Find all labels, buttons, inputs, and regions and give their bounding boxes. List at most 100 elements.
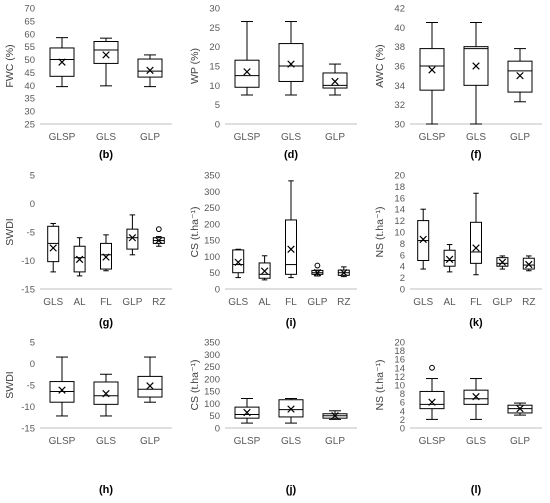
y-tick-label: 0 xyxy=(30,359,35,370)
x-tick-label: GLS xyxy=(43,297,63,308)
box-glsp xyxy=(419,364,445,420)
y-tick-label: 250 xyxy=(204,362,220,373)
y-tick-label: 16 xyxy=(394,193,405,204)
panel-label: (h) xyxy=(99,484,113,496)
mean-marker xyxy=(58,386,66,394)
iqr-box xyxy=(126,228,139,250)
box-gls xyxy=(463,22,489,125)
x-tick-label: GLS xyxy=(466,132,486,143)
y-tick-label: -5 xyxy=(27,381,35,392)
y-tick-label: 5 xyxy=(30,338,35,349)
y-tick-label: 350 xyxy=(204,171,220,182)
panel-label: (k) xyxy=(469,317,483,329)
box-gls xyxy=(463,378,489,420)
box-glp xyxy=(322,63,348,96)
x-tick-label: AL xyxy=(73,297,86,308)
y-tick-label: 200 xyxy=(204,219,220,230)
y-axis-title: FWC (%) xyxy=(4,44,16,87)
y-tick-label: 5 xyxy=(30,171,35,182)
iqr-box xyxy=(278,43,304,82)
y-tick-label: 2 xyxy=(400,415,405,426)
y-tick-label: 300 xyxy=(204,350,220,361)
y-tick-label: 34 xyxy=(394,81,405,92)
x-tick-label: RZ xyxy=(522,297,535,308)
mean-marker xyxy=(260,267,269,275)
x-tick-label: GLSP xyxy=(49,132,76,143)
box-fl xyxy=(470,192,482,276)
y-tick-label: 15 xyxy=(209,62,220,73)
y-tick-label: 0 xyxy=(215,285,220,296)
box-gls xyxy=(93,37,119,87)
y-tick-label: 18 xyxy=(394,182,405,193)
y-tick-label: 18 xyxy=(394,346,405,357)
x-tick-label: GLP xyxy=(140,436,160,447)
panel-label: (d) xyxy=(284,149,298,161)
y-tick-label: 8 xyxy=(400,389,405,400)
x-tick-label: GLSP xyxy=(419,436,446,447)
y-axis-title: SWDI xyxy=(4,371,16,398)
mean-marker xyxy=(331,77,339,86)
box-glsp xyxy=(234,398,260,424)
y-tick-label: 45 xyxy=(24,68,35,79)
y-tick-label: 70 xyxy=(24,4,35,15)
iqr-box xyxy=(285,219,297,275)
mean-marker xyxy=(419,235,427,244)
iqr-box xyxy=(443,249,456,267)
mean-marker xyxy=(58,58,66,66)
x-tick-label: GLP xyxy=(492,297,512,308)
box-rz xyxy=(152,226,165,247)
x-tick-label: GLSP xyxy=(234,132,261,143)
box-rz xyxy=(337,266,350,278)
iqr-box xyxy=(137,58,163,78)
box-al xyxy=(443,244,456,273)
iqr-box xyxy=(470,221,482,264)
y-axis-title: WP (%) xyxy=(189,48,201,84)
y-tick-label: 6 xyxy=(400,250,405,261)
x-tick-label: FL xyxy=(470,297,482,308)
x-tick-label: GLS xyxy=(281,436,301,447)
iqr-box xyxy=(522,257,535,270)
iqr-box xyxy=(234,59,260,88)
box-gls xyxy=(93,373,119,417)
box-glp xyxy=(507,402,533,416)
y-tick-label: 0 xyxy=(30,199,35,210)
y-tick-label: 0 xyxy=(215,120,220,131)
y-tick-label: -15 xyxy=(21,285,35,296)
box-glp xyxy=(137,356,163,403)
mean-marker xyxy=(155,236,163,245)
box-gls xyxy=(278,398,304,424)
box-glp xyxy=(496,255,509,270)
mean-marker xyxy=(234,258,242,267)
x-tick-label: GLP xyxy=(510,132,530,143)
x-tick-label: GLP xyxy=(122,297,142,308)
mean-marker xyxy=(75,255,84,264)
y-tick-label: 4 xyxy=(400,262,405,273)
y-tick-label: 40 xyxy=(24,81,35,92)
y-tick-label: -10 xyxy=(21,402,35,413)
outlier-point xyxy=(155,226,162,233)
iqr-box xyxy=(419,390,445,410)
iqr-box xyxy=(322,72,348,89)
box-gls xyxy=(47,222,60,273)
panel-d: 0 5 10 15 20 25 30 WP (%) GLSP GLS GLP (d) xyxy=(189,4,357,161)
box-glp xyxy=(311,262,324,277)
panel-label: (i) xyxy=(286,317,297,329)
x-tick-label: GLP xyxy=(325,132,345,143)
y-tick-label: 2 xyxy=(400,273,405,284)
box-glp xyxy=(507,48,533,103)
mean-marker xyxy=(102,253,110,261)
mean-marker xyxy=(445,255,454,264)
x-tick-label: AL xyxy=(258,297,271,308)
panel-label: (b) xyxy=(99,149,113,161)
x-tick-label: RZ xyxy=(152,297,165,308)
y-tick-label: 100 xyxy=(204,252,220,263)
box-glsp xyxy=(49,37,75,88)
y-tick-label: -10 xyxy=(21,256,35,267)
outlier-point xyxy=(429,364,435,371)
iqr-box xyxy=(507,60,533,93)
x-tick-label: GLSP xyxy=(234,436,261,447)
y-tick-label: 60 xyxy=(24,29,35,40)
x-tick-label: GLP xyxy=(307,297,327,308)
mean-marker xyxy=(498,258,507,266)
